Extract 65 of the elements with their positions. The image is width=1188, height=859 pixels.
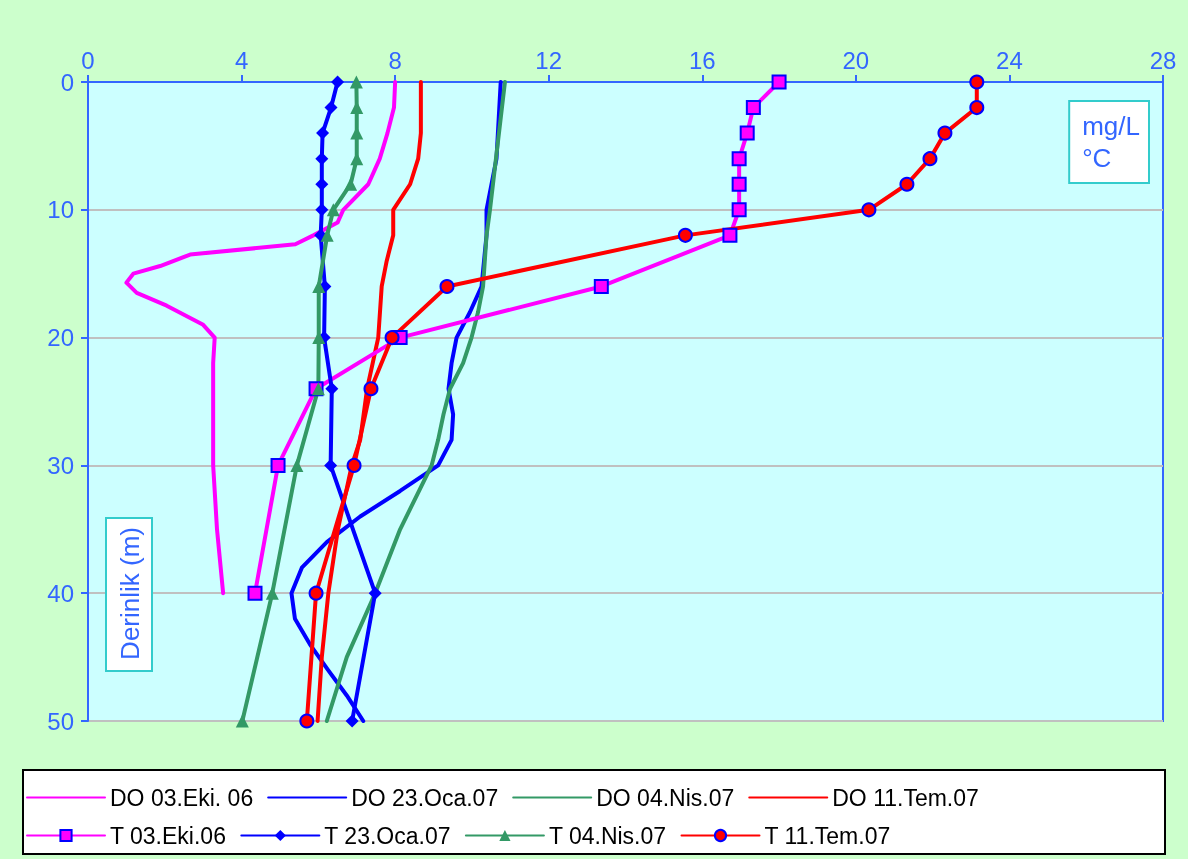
legend-label: T 11.Tem.07	[764, 822, 891, 849]
point	[384, 330, 400, 346]
point	[265, 586, 279, 600]
y-tick-label: 0	[60, 68, 74, 96]
point	[969, 74, 985, 90]
x-tick-label: 12	[535, 46, 563, 74]
legend-label: T 04.Nis.07	[548, 822, 667, 849]
point	[299, 713, 315, 729]
point	[324, 458, 338, 472]
legend-label: DO 11.Tem.07	[832, 784, 979, 811]
x-tick-label: 16	[688, 46, 716, 74]
point	[969, 100, 985, 116]
point	[235, 714, 249, 728]
y-tick-label: 30	[47, 451, 74, 479]
point	[771, 74, 787, 90]
point	[937, 125, 953, 141]
point	[270, 457, 286, 473]
y-axis-title: Derinlik (m)	[115, 526, 145, 660]
point	[363, 381, 379, 397]
point	[324, 101, 338, 115]
legend-label: T 23.Oca.07	[324, 822, 451, 849]
point	[345, 714, 359, 728]
point	[593, 278, 609, 294]
point	[315, 203, 329, 217]
x-tick-label: 8	[388, 46, 402, 74]
x-axis-title: mg/L °C	[1082, 111, 1141, 173]
point	[315, 177, 329, 191]
line-series	[324, 80, 507, 723]
point	[290, 458, 304, 472]
x-tick-label: 0	[81, 46, 95, 74]
point	[346, 457, 362, 473]
point	[320, 228, 334, 242]
y-tick-label: 40	[47, 579, 74, 607]
point	[308, 585, 324, 601]
point	[731, 176, 747, 192]
point	[349, 75, 363, 89]
x-tick-label: 20	[842, 46, 870, 74]
y-tick-label: 10	[47, 196, 74, 224]
x-tick-label: 4	[234, 46, 249, 74]
point	[331, 75, 345, 89]
x-tick-label: 24	[996, 46, 1023, 74]
point	[247, 585, 263, 601]
point	[899, 176, 915, 192]
point	[316, 126, 330, 140]
point	[922, 151, 938, 167]
point	[731, 202, 747, 218]
point	[325, 382, 339, 396]
point	[344, 177, 358, 191]
point	[326, 203, 340, 217]
point	[677, 227, 693, 243]
point	[368, 586, 382, 600]
point	[745, 100, 761, 116]
y-tick-label: 50	[47, 707, 74, 735]
legend-label: DO 23.Oca.07	[351, 784, 499, 811]
point	[861, 202, 877, 218]
legend-label: DO 04.Nis.07	[596, 784, 735, 811]
legend-label: T 03.Eki.06	[110, 822, 226, 849]
y-tick-label: 20	[47, 324, 74, 352]
x-tick-label: 28	[1149, 46, 1177, 74]
point	[739, 125, 755, 141]
legend-label: DO 03.Eki. 06	[110, 784, 254, 811]
point	[731, 151, 747, 167]
point	[439, 278, 455, 294]
point	[722, 227, 738, 243]
point	[315, 152, 329, 166]
